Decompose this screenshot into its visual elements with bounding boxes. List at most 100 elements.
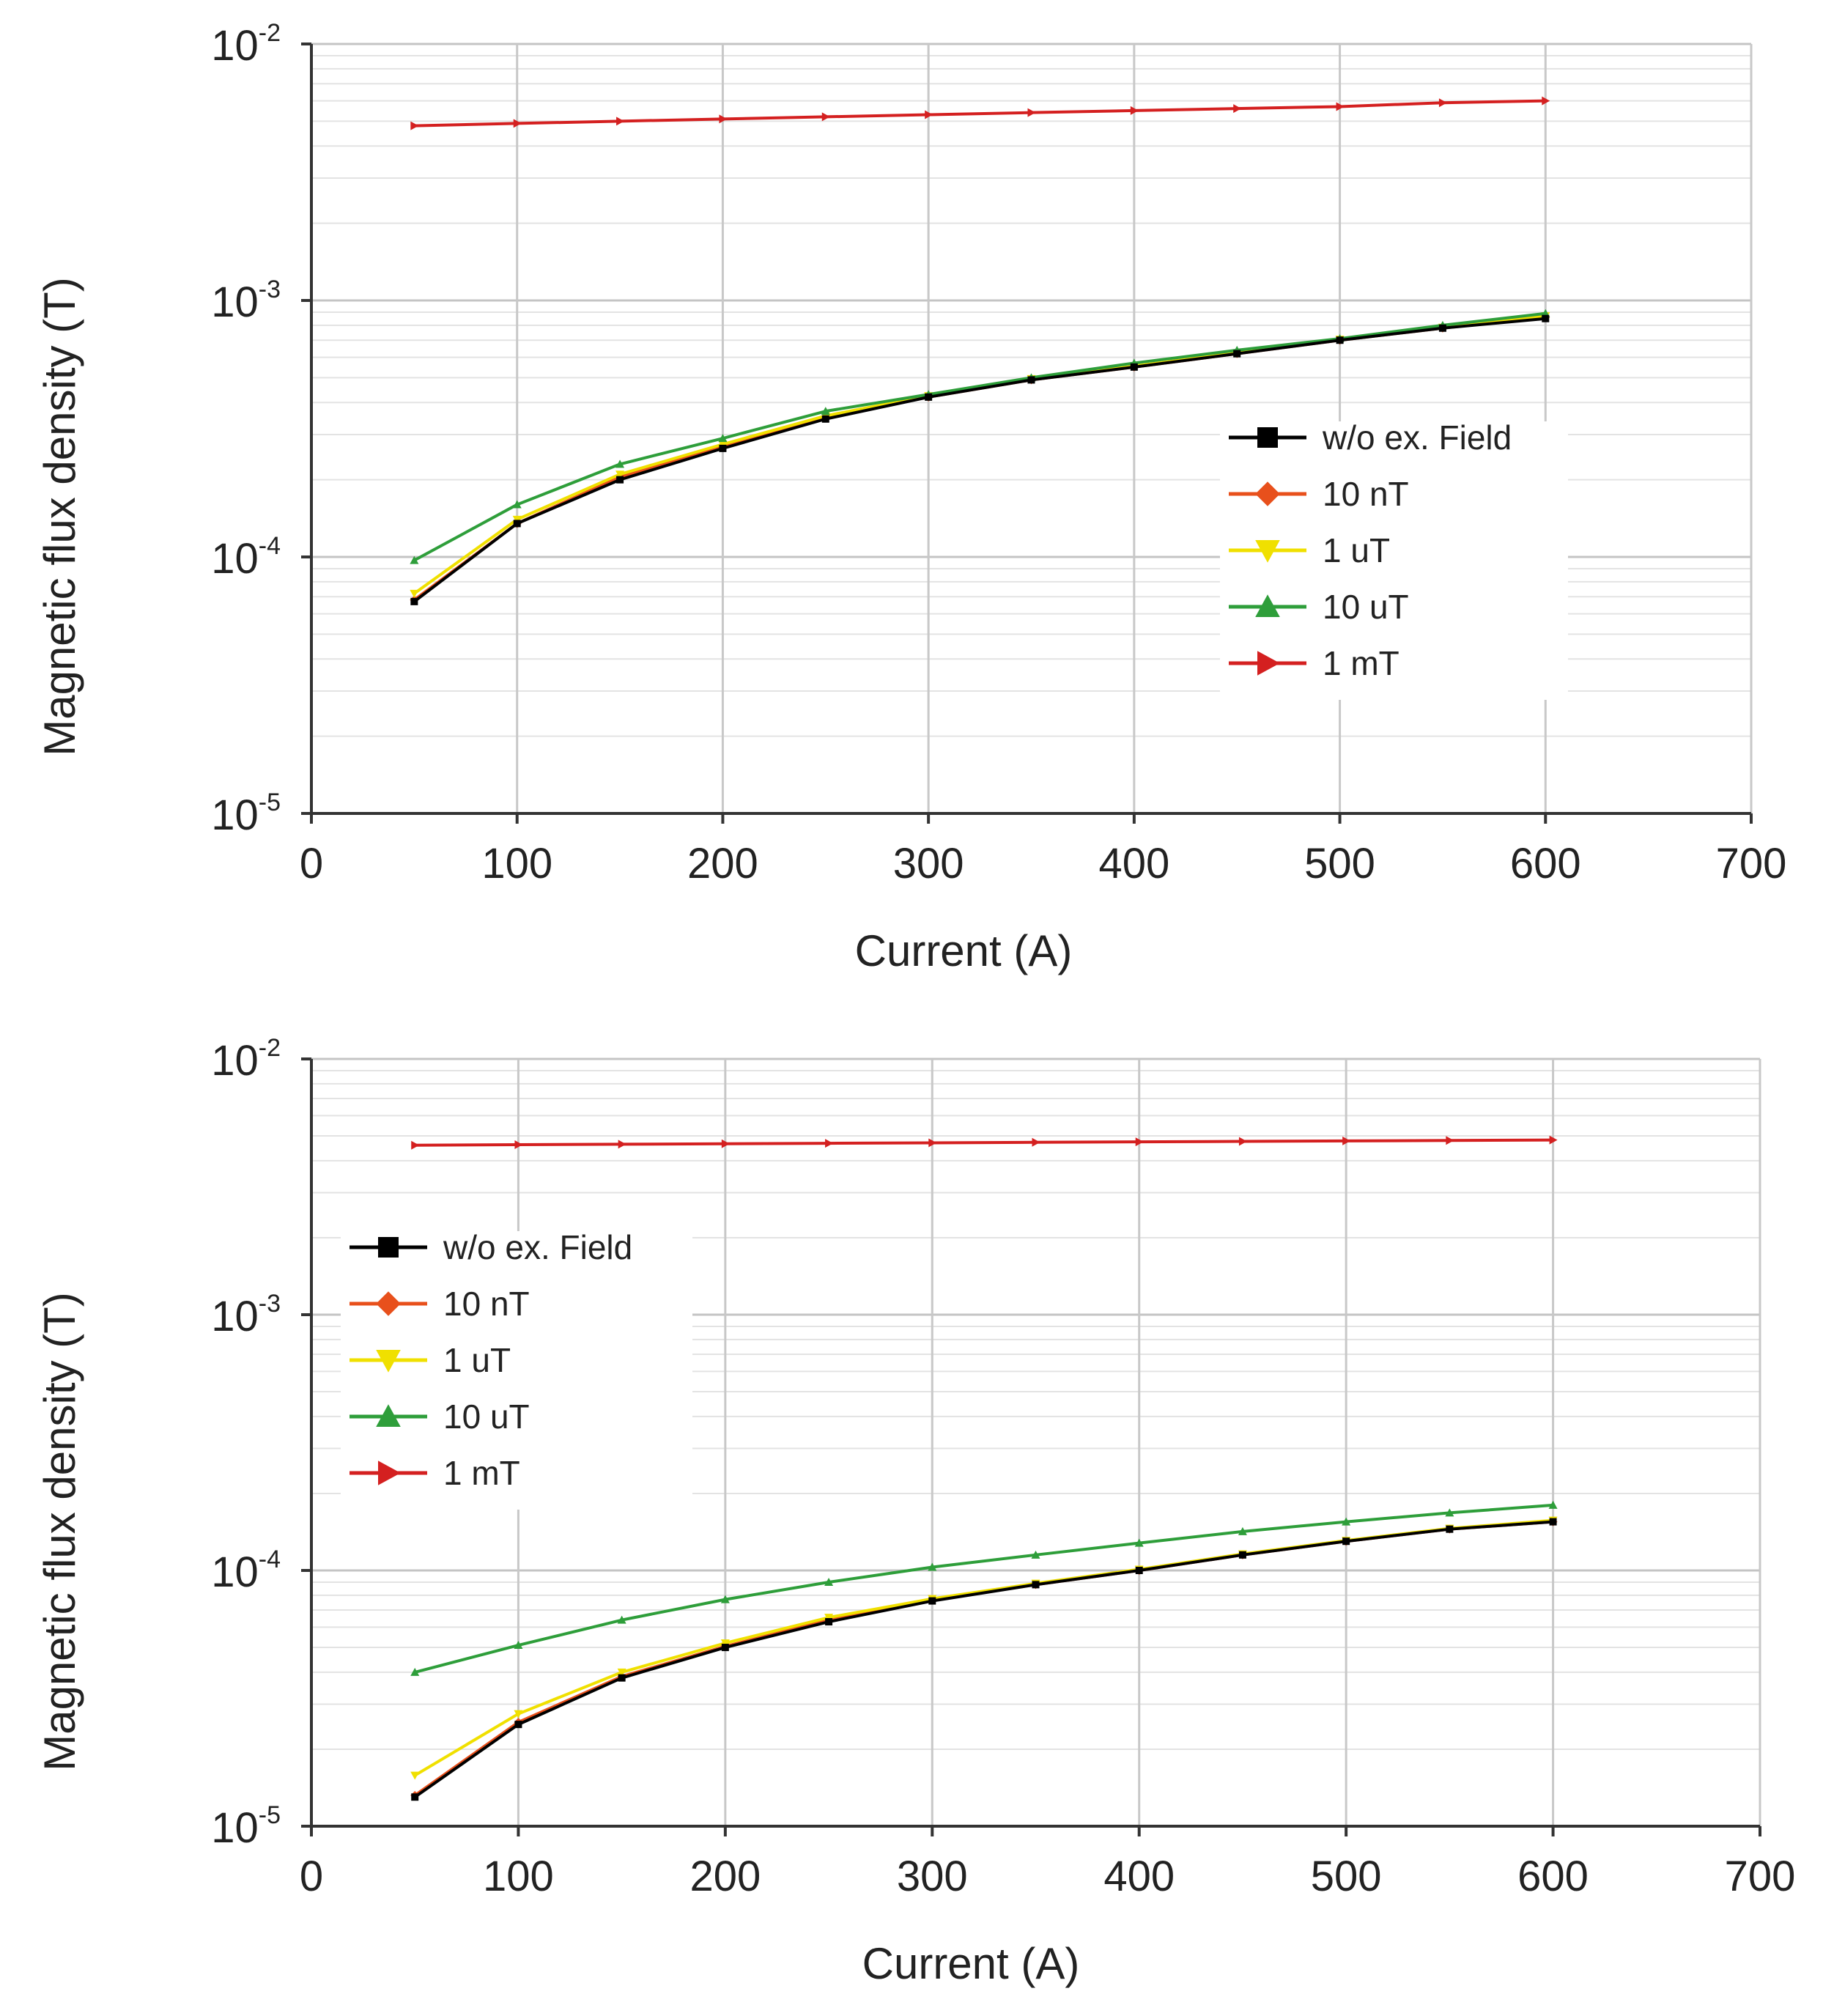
x-tick-label: 700 bbox=[1725, 1853, 1796, 1900]
legend-label: 1 mT bbox=[1323, 644, 1399, 682]
data-point bbox=[1342, 1537, 1350, 1546]
data-point bbox=[925, 110, 933, 119]
data-point bbox=[615, 459, 625, 468]
data-point bbox=[1238, 1526, 1247, 1535]
legend-marker bbox=[1255, 594, 1280, 617]
data-point bbox=[1134, 1538, 1144, 1547]
data-point bbox=[411, 1793, 419, 1801]
x-tick-label: 600 bbox=[1517, 1853, 1589, 1900]
top-axes bbox=[301, 43, 1753, 824]
top-series-lines bbox=[410, 96, 1550, 605]
data-point bbox=[514, 1641, 523, 1650]
y-tick-label: 10-5 bbox=[211, 1801, 281, 1852]
bottom-y-tick-labels: 10-5 10-4 10-3 10-2 bbox=[211, 1034, 281, 1852]
data-point bbox=[719, 444, 727, 452]
data-point bbox=[1027, 376, 1035, 384]
legend-label: 1 mT bbox=[443, 1454, 520, 1492]
data-point bbox=[1032, 1137, 1040, 1147]
x-tick-label: 400 bbox=[1098, 840, 1169, 887]
legend-label: 10 nT bbox=[443, 1285, 530, 1323]
y-tick-label: 10-3 bbox=[211, 1290, 281, 1340]
series-line bbox=[413, 317, 1546, 603]
data-point bbox=[617, 1615, 626, 1624]
data-point bbox=[721, 1644, 729, 1652]
data-point bbox=[512, 500, 522, 509]
data-point bbox=[1548, 1500, 1558, 1509]
data-point bbox=[411, 1140, 420, 1150]
legend-label: 10 uT bbox=[1323, 588, 1409, 626]
top-legend-box bbox=[1220, 421, 1568, 700]
x-tick-label: 500 bbox=[1304, 840, 1375, 887]
data-point bbox=[925, 393, 933, 401]
data-point bbox=[1130, 106, 1139, 115]
legend-marker bbox=[376, 1404, 401, 1427]
data-point bbox=[824, 1614, 834, 1622]
data-point bbox=[718, 440, 728, 449]
legend-label: 1 uT bbox=[1323, 531, 1390, 569]
data-point bbox=[1549, 1518, 1557, 1526]
legend-marker bbox=[1257, 427, 1278, 448]
data-point bbox=[1549, 1135, 1558, 1145]
data-point bbox=[821, 407, 830, 416]
data-point bbox=[1032, 1581, 1040, 1589]
data-point bbox=[1542, 96, 1550, 106]
y-tick-label: 10-2 bbox=[211, 1034, 281, 1085]
data-point bbox=[825, 1618, 833, 1626]
data-point bbox=[514, 1721, 522, 1729]
x-tick-label: 0 bbox=[300, 840, 323, 887]
legend-marker bbox=[378, 1237, 399, 1258]
data-point bbox=[1238, 1137, 1247, 1146]
data-point bbox=[824, 1577, 834, 1586]
legend-label: 1 uT bbox=[443, 1341, 511, 1379]
x-tick-label: 400 bbox=[1103, 1853, 1175, 1900]
bottom-series-lines bbox=[410, 1135, 1558, 1801]
x-tick-label: 200 bbox=[689, 1853, 761, 1900]
data-point bbox=[1438, 98, 1447, 108]
legend-label: w/o ex. Field bbox=[443, 1228, 632, 1266]
x-tick-label: 0 bbox=[300, 1853, 323, 1900]
data-point bbox=[1336, 102, 1345, 111]
legend-marker bbox=[378, 1461, 401, 1485]
data-point bbox=[618, 1140, 626, 1149]
legend-label: 10 nT bbox=[1323, 475, 1409, 513]
bottom-legend: w/o ex. Field 10 nT 1 uT 10 uT 1 mT bbox=[341, 1228, 692, 1510]
data-point bbox=[513, 520, 521, 528]
data-point bbox=[1135, 1137, 1144, 1147]
top-y-axis-title: Magnetic flux density (T) bbox=[35, 277, 84, 756]
data-point bbox=[1027, 108, 1036, 117]
data-point bbox=[928, 1138, 937, 1148]
legend-marker bbox=[1255, 540, 1280, 563]
legend-label: w/o ex. Field bbox=[1322, 418, 1512, 457]
y-tick-label: 10-3 bbox=[211, 276, 281, 326]
data-point bbox=[514, 1710, 523, 1718]
y-tick-label: 10-4 bbox=[211, 532, 281, 583]
data-point bbox=[1233, 350, 1241, 358]
series-line bbox=[414, 1503, 1553, 1674]
y-tick-label: 10-2 bbox=[211, 19, 281, 70]
y-tick-label: 10-5 bbox=[211, 789, 281, 839]
data-point bbox=[616, 117, 625, 126]
data-point bbox=[825, 1139, 834, 1148]
series-line bbox=[415, 1138, 1553, 1147]
data-point bbox=[721, 1139, 730, 1148]
data-point bbox=[617, 1668, 626, 1677]
data-point bbox=[928, 1562, 937, 1571]
data-point bbox=[1445, 1508, 1454, 1517]
y-tick-label: 10-4 bbox=[211, 1546, 281, 1596]
x-tick-label: 300 bbox=[897, 1853, 968, 1900]
data-point bbox=[1233, 104, 1242, 114]
x-tick-label: 600 bbox=[1510, 840, 1581, 887]
data-point bbox=[1342, 1136, 1351, 1145]
top-y-tick-labels: 10-5 10-4 10-3 10-2 bbox=[211, 19, 281, 839]
data-point bbox=[616, 476, 624, 484]
data-point bbox=[513, 119, 522, 128]
data-point bbox=[821, 112, 830, 122]
data-point bbox=[410, 597, 418, 605]
data-point bbox=[615, 470, 625, 479]
x-tick-label: 300 bbox=[893, 840, 964, 887]
top-legend: w/o ex. Field 10 nT 1 uT 10 uT 1 mT bbox=[1220, 418, 1568, 700]
top-chart: 0 100 200 300 400 500 600 700 10-510-410-310-2 … bbox=[35, 19, 1786, 975]
data-point bbox=[720, 1639, 730, 1648]
